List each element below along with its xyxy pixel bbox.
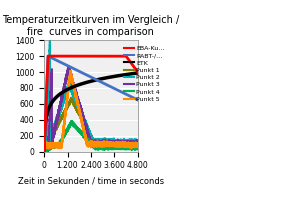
Title: Temperaturzeitkurven im Vergleich /
fire  curves in comparison: Temperaturzeitkurven im Vergleich / fire… [2,15,179,37]
X-axis label: Zeit in Sekunden / time in seconds: Zeit in Sekunden / time in seconds [18,176,164,185]
Legend: EBA-Ku…, RABT-/…, ETK, Punkt 1, Punkt 2, Punkt 3, Punkt 4, Punkt 5: EBA-Ku…, RABT-/…, ETK, Punkt 1, Punkt 2,… [122,43,167,104]
